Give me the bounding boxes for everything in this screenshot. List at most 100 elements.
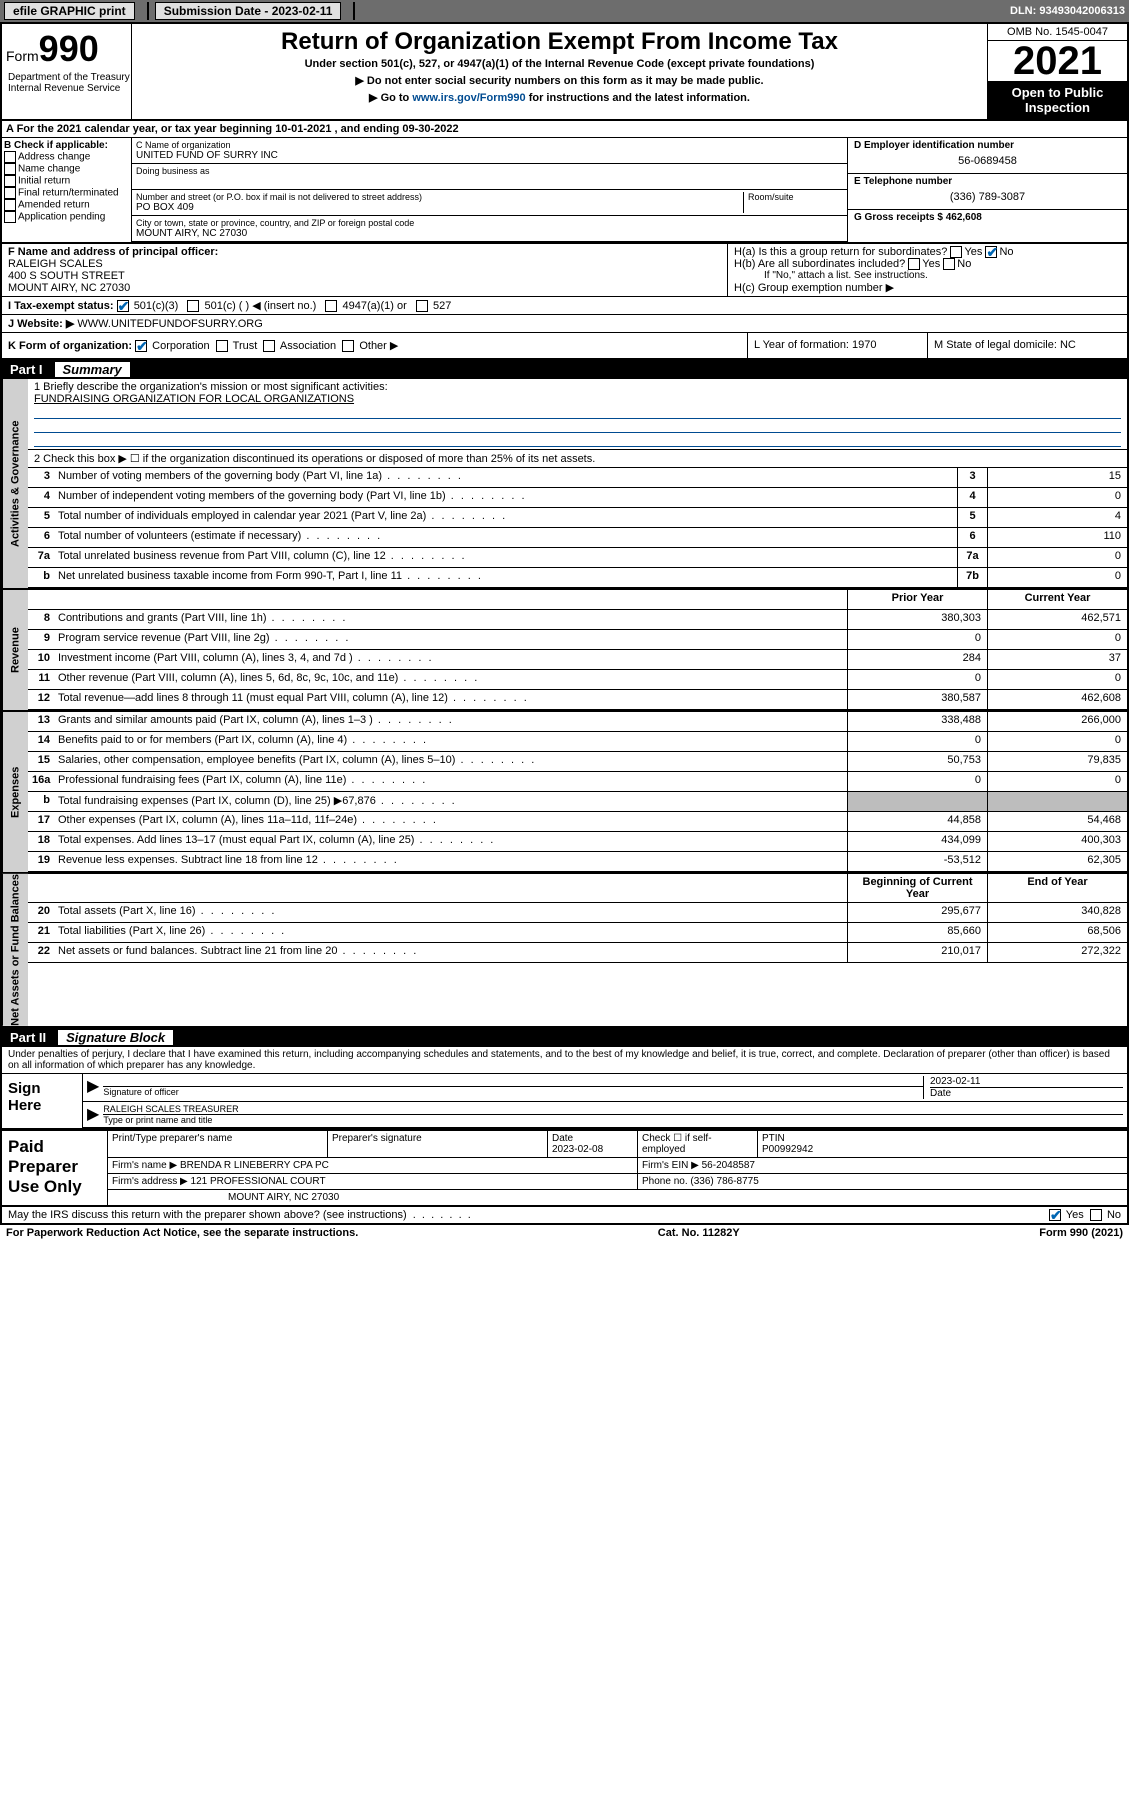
row-18: 18Total expenses. Add lines 13–17 (must …: [28, 832, 1127, 852]
chk-trust[interactable]: [216, 340, 228, 352]
phone-value: (336) 789-3087: [854, 187, 1121, 207]
paid-preparer-label: Paid Preparer Use Only: [2, 1131, 107, 1205]
sig-date-label: Date: [930, 1087, 1123, 1099]
discuss-yes[interactable]: [1049, 1209, 1061, 1221]
chk-corporation[interactable]: [135, 340, 147, 352]
tab-governance: Activities & Governance: [2, 379, 28, 588]
firm-name: BRENDA R LINEBERRY CPA PC: [180, 1160, 329, 1171]
chk-initial-return[interactable]: Initial return: [4, 175, 129, 187]
row-j: J Website: ▶ WWW.UNITEDFUNDOFSURRY.ORG: [0, 315, 1129, 333]
row-20: 20Total assets (Part X, line 16)295,6773…: [28, 903, 1127, 923]
ha-no[interactable]: [985, 246, 997, 258]
summary-governance: Activities & Governance 1 Briefly descri…: [0, 379, 1129, 590]
row-8: 8Contributions and grants (Part VIII, li…: [28, 610, 1127, 630]
row-f-h: F Name and address of principal officer:…: [0, 244, 1129, 297]
city-value: MOUNT AIRY, NC 27030: [136, 228, 843, 239]
form-subtitle: Under section 501(c), 527, or 4947(a)(1)…: [136, 58, 983, 70]
gross-receipts: G Gross receipts $ 462,608: [854, 212, 1121, 223]
summary-revenue: Revenue Prior YearCurrent Year 8Contribu…: [0, 590, 1129, 712]
tab-revenue: Revenue: [2, 590, 28, 710]
mission-q2: 2 Check this box ▶ ☐ if the organization…: [28, 450, 1127, 468]
form-header: Form990 Department of the Treasury Inter…: [0, 22, 1129, 121]
chk-association[interactable]: [263, 340, 275, 352]
foot-left: For Paperwork Reduction Act Notice, see …: [6, 1227, 358, 1239]
paid-preparer-block: Paid Preparer Use Only Print/Type prepar…: [0, 1131, 1129, 1207]
gov-row-7a: 7aTotal unrelated business revenue from …: [28, 548, 1127, 568]
prep-sig-label: Preparer's signature: [328, 1131, 548, 1157]
chk-501c[interactable]: [187, 300, 199, 312]
hb-note: If "No," attach a list. See instructions…: [734, 270, 1121, 281]
ein-value: 56-0689458: [854, 151, 1121, 171]
gov-row-5: 5Total number of individuals employed in…: [28, 508, 1127, 528]
addr-value: PO BOX 409: [136, 202, 743, 213]
chk-other[interactable]: [342, 340, 354, 352]
phone-label: E Telephone number: [854, 176, 1121, 187]
officer-addr2: MOUNT AIRY, NC 27030: [8, 282, 721, 294]
row-9: 9Program service revenue (Part VIII, lin…: [28, 630, 1127, 650]
chk-527[interactable]: [416, 300, 428, 312]
year-formation: L Year of formation: 1970: [747, 333, 927, 358]
firm-phone-value: (336) 786-8775: [690, 1176, 758, 1187]
chk-501c3[interactable]: [117, 300, 129, 312]
firm-phone-label: Phone no.: [642, 1176, 688, 1187]
block-b-through-g: B Check if applicable: Address change Na…: [0, 138, 1129, 244]
ha-yes[interactable]: [950, 246, 962, 258]
row-b: bTotal fundraising expenses (Part IX, co…: [28, 792, 1127, 812]
summary-expenses: Expenses 13Grants and similar amounts pa…: [0, 712, 1129, 874]
row-10: 10Investment income (Part VIII, column (…: [28, 650, 1127, 670]
row-13: 13Grants and similar amounts paid (Part …: [28, 712, 1127, 732]
form-number: 990: [39, 28, 99, 69]
firm-ein: 56-2048587: [702, 1160, 755, 1171]
hc-label: H(c) Group exemption number ▶: [734, 281, 1121, 294]
chk-address-change[interactable]: Address change: [4, 151, 129, 163]
prep-date-label: Date: [552, 1133, 573, 1144]
row-11: 11Other revenue (Part VIII, column (A), …: [28, 670, 1127, 690]
officer-name: RALEIGH SCALES: [8, 258, 721, 270]
tab-net-assets: Net Assets or Fund Balances: [2, 874, 28, 1026]
officer-label: F Name and address of principal officer:: [8, 246, 721, 258]
row-klm: K Form of organization: Corporation Trus…: [0, 333, 1129, 360]
hb-no[interactable]: [943, 258, 955, 270]
room-label: Room/suite: [748, 192, 843, 202]
hdr-current-year: Current Year: [987, 590, 1127, 609]
section-a-tax-year: A For the 2021 calendar year, or tax yea…: [0, 121, 1129, 138]
part1-header: Part I Summary: [0, 360, 1129, 379]
org-name-label: C Name of organization: [136, 140, 843, 150]
row-16a: 16aProfessional fundraising fees (Part I…: [28, 772, 1127, 792]
org-name: UNITED FUND OF SURRY INC: [136, 150, 843, 161]
tax-year: 2021: [988, 41, 1127, 81]
hb-yes[interactable]: [908, 258, 920, 270]
discuss-no[interactable]: [1090, 1209, 1102, 1221]
chk-final-return[interactable]: Final return/terminated: [4, 187, 129, 199]
row-15: 15Salaries, other compensation, employee…: [28, 752, 1127, 772]
gov-row-4: 4Number of independent voting members of…: [28, 488, 1127, 508]
irs-link[interactable]: www.irs.gov/Form990: [412, 92, 525, 104]
officer-addr1: 400 S SOUTH STREET: [8, 270, 721, 282]
section-b-title: B Check if applicable:: [4, 140, 129, 151]
form-title: Return of Organization Exempt From Incom…: [136, 28, 983, 56]
chk-amended-return[interactable]: Amended return: [4, 199, 129, 211]
discuss-row: May the IRS discuss this return with the…: [0, 1207, 1129, 1225]
chk-application-pending[interactable]: Application pending: [4, 211, 129, 223]
ein-label: D Employer identification number: [854, 140, 1121, 151]
firm-addr-label: Firm's address ▶: [112, 1176, 188, 1187]
open-inspection-badge: Open to Public Inspection: [988, 81, 1127, 119]
sign-here-label: Sign Here: [2, 1074, 82, 1128]
website-value: WWW.UNITEDFUNDOFSURRY.ORG: [74, 318, 262, 330]
firm-addr1: 121 PROFESSIONAL COURT: [191, 1176, 326, 1187]
chk-name-change[interactable]: Name change: [4, 163, 129, 175]
row-22: 22Net assets or fund balances. Subtract …: [28, 943, 1127, 963]
chk-4947[interactable]: [325, 300, 337, 312]
top-toolbar: efile GRAPHIC print Submission Date - 20…: [0, 0, 1129, 22]
prep-print-label: Print/Type preparer's name: [108, 1131, 328, 1157]
hb-question: H(b) Are all subordinates included? Yes …: [734, 258, 1121, 270]
tab-expenses: Expenses: [2, 712, 28, 872]
state-domicile: M State of legal domicile: NC: [927, 333, 1127, 358]
efile-print-button[interactable]: efile GRAPHIC print: [4, 2, 135, 20]
foot-right: Form 990 (2021): [1039, 1227, 1123, 1239]
foot-mid: Cat. No. 11282Y: [658, 1227, 740, 1239]
hdr-prior-year: Prior Year: [847, 590, 987, 609]
gov-row-b: bNet unrelated business taxable income f…: [28, 568, 1127, 588]
sig-name-title: RALEIGH SCALES TREASURER: [103, 1104, 1123, 1114]
row-14: 14Benefits paid to or for members (Part …: [28, 732, 1127, 752]
